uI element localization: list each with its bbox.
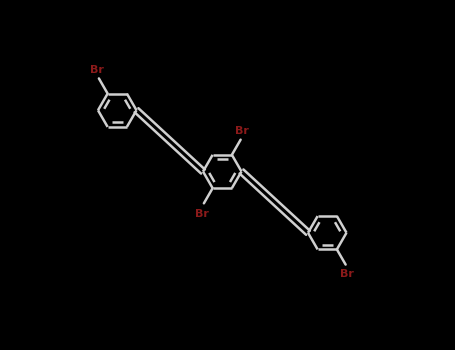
Text: Br: Br — [235, 126, 249, 136]
Text: Br: Br — [90, 65, 104, 75]
Text: Br: Br — [195, 209, 209, 219]
Text: Br: Br — [340, 270, 354, 279]
